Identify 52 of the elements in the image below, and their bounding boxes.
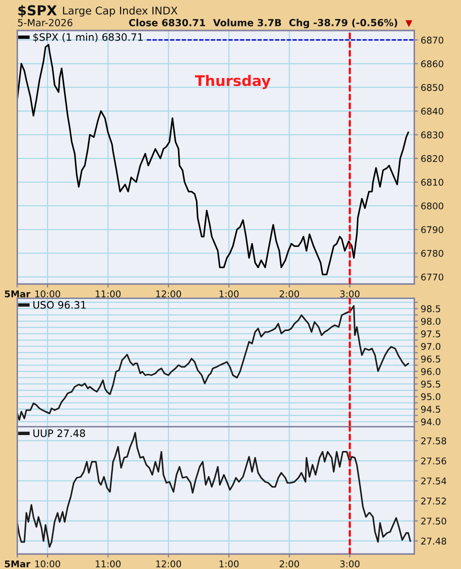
- text: Volume 3.7B: [213, 18, 282, 26]
- x-tick-label: 12:00: [156, 560, 182, 568]
- x-tick-label: 1:00: [220, 560, 239, 568]
- y-tick-label: 94.0: [421, 418, 440, 426]
- y-tick-label: 6790: [421, 226, 444, 234]
- x-tick-label: 5Mar: [4, 290, 30, 298]
- y-tick-label: 97.0: [421, 342, 440, 350]
- y-tick-label: 27.48: [421, 538, 446, 545]
- y-tick-label: 6830: [421, 131, 444, 138]
- x-tick-label: 10:00: [35, 290, 60, 298]
- x-tick-label: 3:00: [340, 290, 360, 298]
- y-tick-label: 95.5: [421, 380, 440, 388]
- y-tick-label: 27.54: [421, 478, 446, 484]
- x-tick-label: 10:00: [35, 560, 60, 568]
- y-tick-label: 98.5: [421, 305, 440, 312]
- x-tick-label: 3:00: [340, 560, 360, 568]
- legend-label: USO 96.31: [33, 301, 86, 309]
- y-tick-label: 95.0: [421, 393, 440, 400]
- legend-label: $SPX (1 min) 6830.71: [33, 33, 143, 42]
- y-tick-label: 6780: [421, 250, 444, 257]
- y-tick-label: 98.0: [421, 318, 440, 325]
- text: 5-Mar-2026: [18, 18, 72, 26]
- annotation: Thursday: [194, 74, 271, 90]
- text: Close 6830.71: [129, 18, 206, 26]
- text: ▼: [405, 20, 412, 28]
- y-tick-label: 6810: [421, 178, 444, 186]
- legend-label: UUP 27.48: [33, 429, 86, 438]
- y-tick-label: 97.5: [421, 330, 440, 338]
- y-tick-label: 6800: [421, 202, 444, 210]
- y-tick-label: 6770: [421, 274, 444, 281]
- x-tick-label: 12:00: [156, 290, 182, 298]
- y-tick-label: 6820: [421, 155, 444, 162]
- x-tick-label: 11:00: [96, 290, 121, 298]
- y-tick-label: 27.52: [421, 498, 446, 504]
- text: Chg -38.79 (-0.56%): [289, 18, 398, 28]
- y-tick-label: 96.5: [421, 356, 440, 362]
- y-tick-label: 94.5: [421, 406, 440, 413]
- chart-subtitle: Large Cap Index INDX: [63, 6, 178, 17]
- y-tick-label: 6850: [421, 84, 444, 91]
- y-tick-label: 96.0: [421, 368, 440, 376]
- y-tick-label: 6860: [421, 60, 444, 68]
- x-tick-label: 11:00: [96, 560, 121, 568]
- x-tick-label: 5Mar: [4, 560, 30, 568]
- y-tick-label: 27.56: [421, 457, 446, 464]
- y-tick-label: 6870: [421, 36, 444, 44]
- x-tick-label: 2:00: [280, 560, 300, 568]
- x-tick-label: 2:00: [280, 290, 300, 298]
- y-tick-label: 27.58: [421, 437, 446, 444]
- y-tick-label: 27.50: [421, 518, 446, 525]
- y-tick-label: 6840: [421, 108, 444, 115]
- x-tick-label: 1:00: [220, 290, 239, 298]
- chart-title: $SPX: [18, 4, 57, 18]
